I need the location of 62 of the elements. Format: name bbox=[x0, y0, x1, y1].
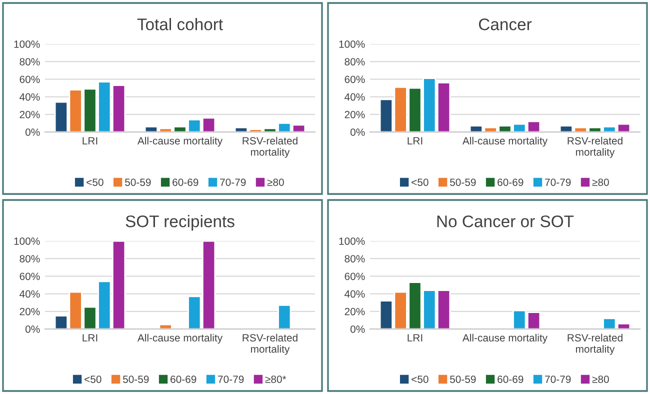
y-tick-label: 100% bbox=[14, 238, 40, 245]
y-tick-label: 20% bbox=[344, 308, 365, 316]
y-tick-label: 40% bbox=[344, 93, 365, 101]
chart-title: Cancer bbox=[478, 18, 532, 30]
x-tick-label: RSV-related mortality bbox=[568, 334, 622, 355]
legend-label: 50-59 bbox=[450, 376, 476, 383]
legend-label: <50 bbox=[412, 376, 428, 383]
bar bbox=[278, 304, 292, 329]
y-tick-label: 80% bbox=[344, 255, 365, 262]
x-tick-label: All-cause mortality bbox=[137, 334, 223, 344]
legend-label: 50-59 bbox=[125, 178, 151, 186]
y-tick-label: 20% bbox=[20, 308, 40, 316]
legend-label: 60-69 bbox=[172, 178, 198, 186]
legend-label: <50 bbox=[86, 178, 104, 186]
legend-label: 70-79 bbox=[220, 178, 246, 186]
legend-label: ≥80* bbox=[265, 376, 286, 383]
chart-title: No Cancer or SOT bbox=[437, 215, 574, 228]
legend-label: 70-79 bbox=[545, 178, 571, 186]
legend-label: <50 bbox=[412, 178, 428, 186]
x-tick-label: RSV-related mortality bbox=[242, 136, 298, 158]
legend-label: ≥80 bbox=[592, 178, 609, 186]
legend-label: 50-59 bbox=[122, 376, 149, 383]
y-tick-label: 0% bbox=[25, 128, 40, 136]
y-tick-label: 100% bbox=[339, 238, 365, 245]
bar bbox=[158, 324, 172, 329]
x-tick-label: All-cause mortality bbox=[137, 136, 223, 147]
legend-label: ≥80 bbox=[267, 178, 284, 186]
y-tick-label: 80% bbox=[20, 58, 40, 66]
y-tick-label: 20% bbox=[344, 110, 365, 118]
y-tick-label: 80% bbox=[20, 255, 40, 262]
legend-label: 50-59 bbox=[450, 178, 476, 186]
y-tick-label: 60% bbox=[344, 272, 365, 280]
x-tick-label: All-cause mortality bbox=[462, 136, 548, 147]
y-tick-label: 0% bbox=[350, 326, 365, 333]
legend-label: 60-69 bbox=[498, 178, 524, 186]
x-tick-label: LRI bbox=[408, 334, 422, 342]
x-tick-label: RSV-related mortality bbox=[568, 136, 622, 158]
y-tick-label: 0% bbox=[350, 128, 365, 136]
legend-label: 70-79 bbox=[545, 376, 571, 383]
y-tick-label: 60% bbox=[344, 76, 365, 84]
y-tick-label: 20% bbox=[20, 110, 40, 118]
legend-label: 60-69 bbox=[498, 376, 524, 383]
y-tick-label: 60% bbox=[20, 272, 40, 280]
chart-title: SOT recipients bbox=[126, 215, 234, 231]
y-tick-label: 0% bbox=[25, 326, 40, 333]
legend-label: 60-69 bbox=[170, 376, 196, 383]
x-tick-label: LRI bbox=[82, 137, 98, 144]
y-tick-label: 40% bbox=[20, 93, 40, 101]
x-tick-label: LRI bbox=[82, 334, 98, 342]
legend-label: 70-79 bbox=[218, 376, 244, 383]
x-tick-label: LRI bbox=[408, 137, 422, 144]
legend-label: ≥80 bbox=[592, 376, 609, 383]
legend-label: <50 bbox=[84, 376, 102, 383]
y-tick-label: 100% bbox=[339, 40, 365, 48]
y-tick-label: 100% bbox=[14, 40, 40, 48]
y-tick-label: 40% bbox=[20, 290, 40, 298]
y-tick-label: 60% bbox=[20, 76, 40, 84]
chart-title: Total cohort bbox=[137, 18, 223, 30]
x-tick-label: RSV-related mortality bbox=[242, 334, 298, 355]
y-tick-label: 40% bbox=[344, 290, 365, 298]
x-tick-label: All-cause mortality bbox=[462, 334, 548, 344]
y-tick-label: 80% bbox=[344, 58, 365, 66]
